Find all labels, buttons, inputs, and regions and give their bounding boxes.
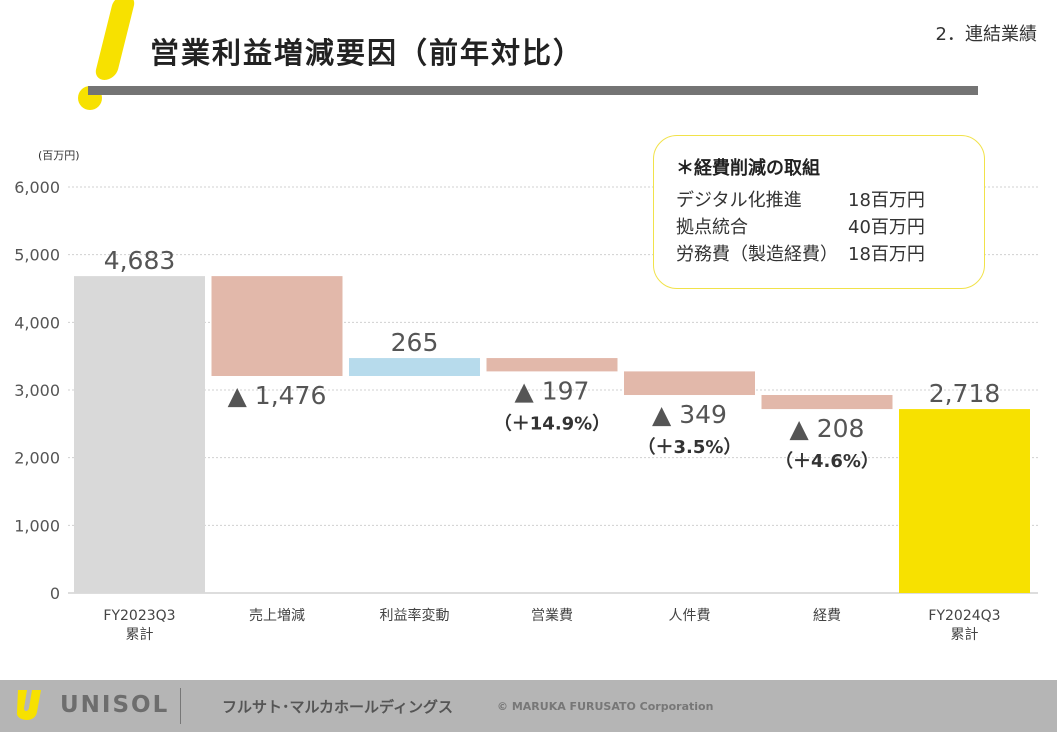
data-note: （＋3.5%） — [638, 437, 742, 458]
bar — [761, 395, 893, 410]
x-tick-label: FY2023Q3 — [103, 608, 175, 624]
y-tick-label: 4,000 — [14, 313, 60, 332]
y-tick-label: 3,000 — [14, 381, 60, 400]
note-table: デジタル化推進 18百万円 拠点統合 40百万円 労務費（製造経費） 18百万円 — [676, 188, 925, 269]
waterfall-chart: (百万円) 0 1,000 2,000 3,000 4,000 5,000 6,000 4,68… — [14, 149, 1038, 643]
x-tick-label: 営業費 — [531, 608, 573, 624]
x-tick-label: 利益率変動 — [380, 607, 450, 624]
x-tick-label: 売上増減 — [249, 607, 305, 624]
note-row: 拠点統合 40百万円 — [676, 215, 925, 242]
note-value: 40百万円 — [848, 217, 925, 238]
bar — [211, 276, 343, 376]
note-title: ＊経費削減の取組 — [676, 158, 820, 179]
bar — [349, 358, 480, 376]
footer-divider — [180, 688, 181, 724]
bar — [74, 276, 205, 593]
x-tick-label: 累計 — [126, 627, 154, 643]
note-row: デジタル化推進 18百万円 — [676, 188, 925, 215]
data-label: ▲ 349 — [652, 400, 727, 429]
data-label: 265 — [391, 328, 439, 357]
data-note: （＋14.9%） — [494, 413, 610, 434]
y-axis-unit: (百万円) — [38, 149, 80, 162]
unisol-logo-icon — [16, 690, 41, 720]
note-label: 拠点統合 — [676, 217, 748, 238]
cost-reduction-note: ＊経費削減の取組 デジタル化推進 18百万円 拠点統合 40百万円 労務費（製造経費… — [653, 135, 985, 289]
note-row: 労務費（製造経費） 18百万円 — [676, 242, 925, 269]
data-label: ▲ 197 — [515, 376, 590, 405]
page-title: 営業利益増減要因（前年対比） — [150, 36, 585, 70]
copyright: © MARUKA FURUSATO Corporation — [497, 700, 714, 713]
bar — [486, 358, 618, 372]
note-label: デジタル化推進 — [676, 190, 802, 211]
data-label: 2,718 — [929, 379, 1001, 408]
company-name: フルサト･マルカホールディングス — [222, 698, 454, 716]
footer: UNISOL フルサト･マルカホールディングス © MARUKA FURUSAT… — [0, 680, 1057, 732]
data-note: （＋4.6%） — [775, 451, 879, 472]
title-rule — [88, 86, 978, 95]
x-tick-label: FY2024Q3 — [928, 608, 1000, 624]
bar — [899, 409, 1030, 593]
note-label: 労務費（製造経費） — [676, 244, 838, 265]
y-tick-label: 0 — [50, 584, 60, 603]
data-label: 4,683 — [104, 246, 176, 275]
section-label: 2．連結業績 — [935, 24, 1037, 45]
y-tick-label: 1,000 — [14, 516, 60, 535]
y-tick-label: 6,000 — [14, 178, 60, 197]
y-tick-label: 5,000 — [14, 246, 60, 265]
x-tick-label: 累計 — [951, 627, 979, 643]
x-tick-label: 人件費 — [669, 608, 711, 624]
data-label: ▲ 1,476 — [228, 381, 327, 410]
x-tick-label: 経費 — [813, 608, 841, 624]
note-value: 18百万円 — [848, 190, 925, 211]
brand-name: UNISOL — [60, 692, 170, 718]
bar — [624, 371, 755, 396]
y-tick-label: 2,000 — [14, 449, 60, 468]
data-label: ▲ 208 — [790, 414, 865, 443]
note-value: 18百万円 — [848, 244, 925, 265]
